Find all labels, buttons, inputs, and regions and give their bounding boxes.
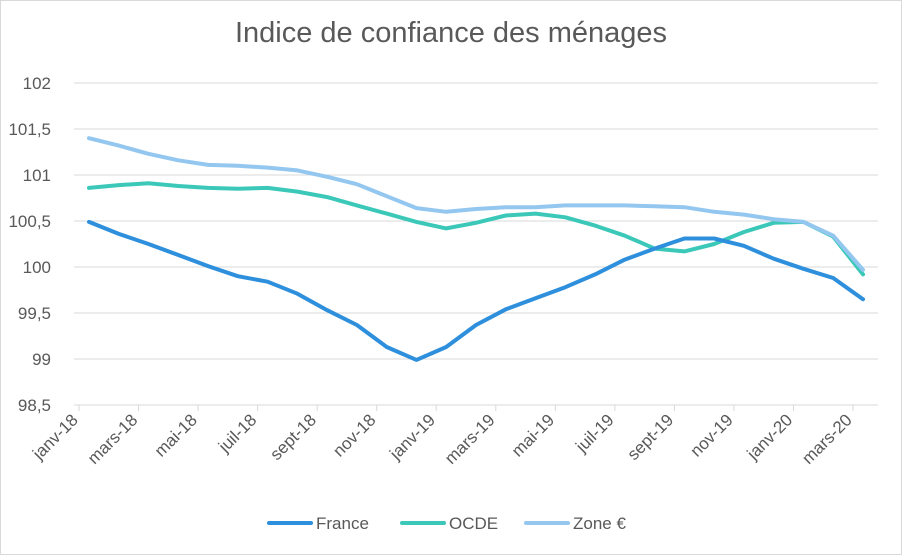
legend-label: France [316, 514, 369, 533]
x-axis-ticks: janv-18 mars-18 mai-18 juil-18 sept-18 nov-18… [28, 405, 856, 468]
x-tick-label: janv-20 [743, 410, 797, 464]
x-tick-label: janv-19 [385, 410, 439, 464]
x-tick-label: juil-19 [571, 410, 617, 456]
y-axis-ticks: 98,5 99 99,5 100 100,5 101 101,5 102 [8, 74, 51, 415]
x-tick-label: mars-18 [84, 410, 142, 468]
y-tick-label: 101,5 [8, 120, 51, 139]
series-line-2 [87, 136, 865, 272]
x-tick-label: mars-19 [441, 410, 499, 468]
series-line-1 [87, 181, 865, 277]
series-line-0 [87, 219, 865, 362]
legend-label: OCDE [449, 514, 498, 533]
y-tick-label: 102 [23, 74, 51, 93]
chart-title: Indice de confiance des ménages [234, 17, 668, 49]
x-tick-label: mai-18 [151, 410, 201, 460]
legend-label: Zone € [573, 514, 626, 533]
x-tick-label: sept-19 [624, 410, 678, 464]
x-tick-label: nov-18 [329, 410, 379, 460]
y-tick-label: 98,5 [18, 396, 51, 415]
x-tick-label: mai-19 [508, 410, 558, 460]
y-tick-label: 99,5 [18, 304, 51, 323]
x-tick-label: juil-18 [214, 410, 260, 456]
y-tick-label: 100,5 [8, 212, 51, 231]
x-tick-label: sept-18 [266, 410, 320, 464]
x-tick-label: mars-20 [798, 410, 856, 468]
series-lines [87, 136, 865, 362]
y-tick-label: 100 [23, 258, 51, 277]
y-tick-label: 101 [23, 166, 51, 185]
x-tick-label: janv-18 [28, 410, 82, 464]
x-tick-label: nov-19 [687, 410, 737, 460]
legend: France OCDE Zone € [267, 514, 626, 533]
y-tick-label: 99 [32, 350, 51, 369]
gridlines [74, 82, 878, 406]
